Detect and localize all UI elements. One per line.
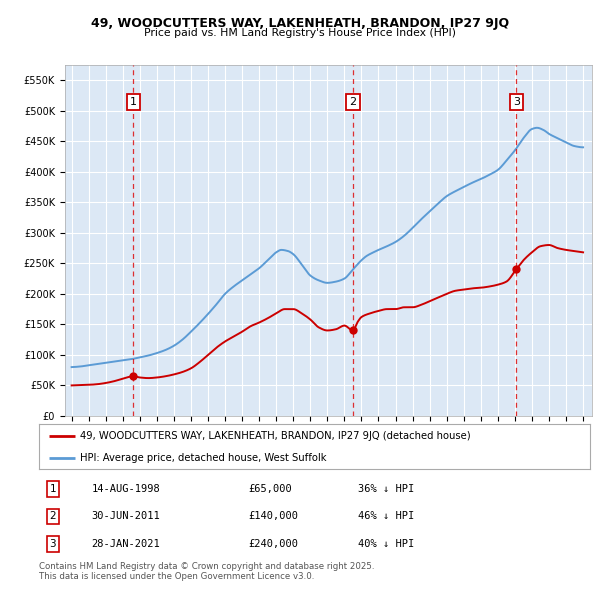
Text: Contains HM Land Registry data © Crown copyright and database right 2025.
This d: Contains HM Land Registry data © Crown c… [39, 562, 374, 581]
Text: 2: 2 [349, 97, 356, 107]
Text: 49, WOODCUTTERS WAY, LAKENHEATH, BRANDON, IP27 9JQ (detached house): 49, WOODCUTTERS WAY, LAKENHEATH, BRANDON… [80, 431, 471, 441]
Text: 1: 1 [49, 484, 56, 494]
Text: £140,000: £140,000 [248, 512, 298, 522]
Text: 3: 3 [49, 539, 56, 549]
Text: 30-JUN-2011: 30-JUN-2011 [91, 512, 160, 522]
Text: 40% ↓ HPI: 40% ↓ HPI [358, 539, 415, 549]
Text: 28-JAN-2021: 28-JAN-2021 [91, 539, 160, 549]
Text: Price paid vs. HM Land Registry's House Price Index (HPI): Price paid vs. HM Land Registry's House … [144, 28, 456, 38]
Text: 2: 2 [49, 512, 56, 522]
Text: £65,000: £65,000 [248, 484, 292, 494]
Text: 49, WOODCUTTERS WAY, LAKENHEATH, BRANDON, IP27 9JQ: 49, WOODCUTTERS WAY, LAKENHEATH, BRANDON… [91, 17, 509, 30]
Text: 1: 1 [130, 97, 137, 107]
Text: 3: 3 [512, 97, 520, 107]
Text: HPI: Average price, detached house, West Suffolk: HPI: Average price, detached house, West… [80, 453, 327, 463]
Text: 46% ↓ HPI: 46% ↓ HPI [358, 512, 415, 522]
Text: 36% ↓ HPI: 36% ↓ HPI [358, 484, 415, 494]
Text: 14-AUG-1998: 14-AUG-1998 [91, 484, 160, 494]
Text: £240,000: £240,000 [248, 539, 298, 549]
